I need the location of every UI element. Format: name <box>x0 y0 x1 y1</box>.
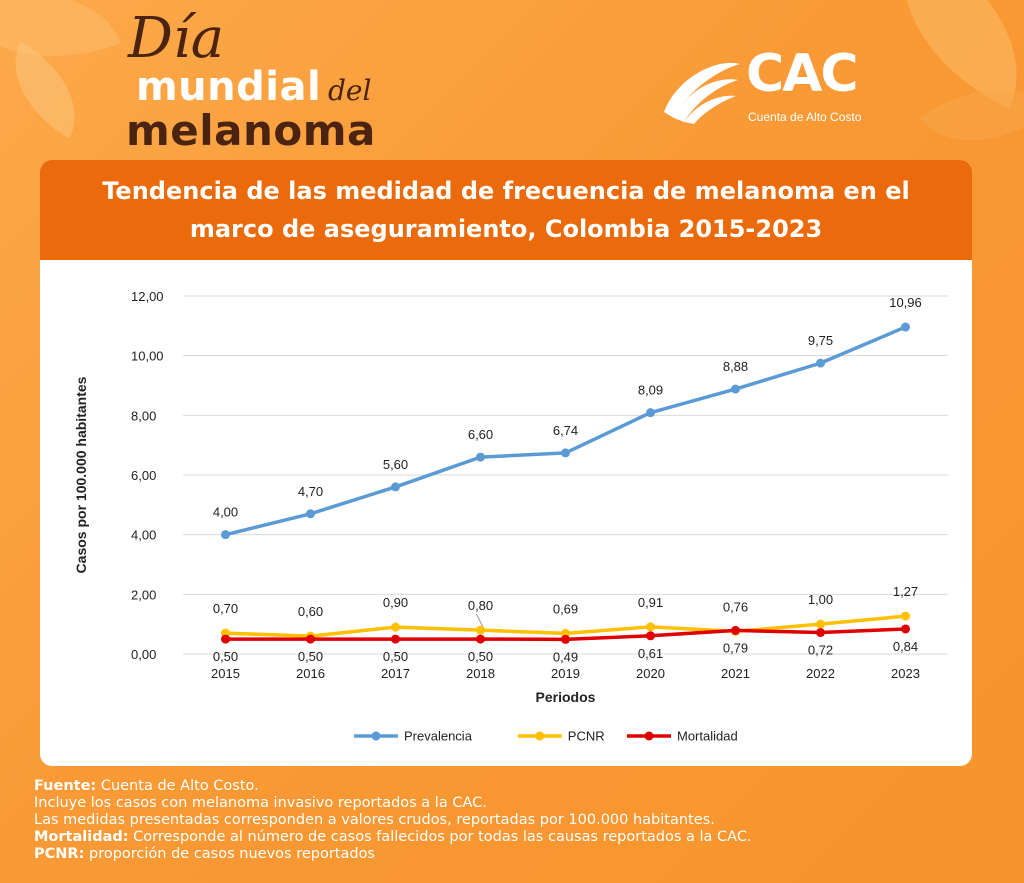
title-melanoma: melanoma <box>126 106 376 155</box>
data-label-pcnr: 0,76 <box>723 599 748 614</box>
data-label-prevalencia: 5,60 <box>383 457 408 472</box>
legend-label-mortalidad: Mortalidad <box>677 729 738 744</box>
data-point-mortalidad <box>391 634 400 644</box>
y-tick-label: 10,00 <box>131 349 164 364</box>
data-point-pcnr <box>901 611 910 621</box>
data-point-mortalidad <box>306 634 315 644</box>
data-point-prevalencia <box>561 448 570 458</box>
footer-line-3: Las medidas presentadas corresponden a v… <box>34 812 715 828</box>
legend-marker-pcnr <box>535 731 545 741</box>
chart-title: Tendencia de las medidad de frecuencia d… <box>102 177 910 243</box>
data-label-prevalencia: 6,60 <box>468 427 493 442</box>
y-axis-label: Casos por 100.000 habitantes <box>73 376 89 573</box>
legend-label-prevalencia: Prevalencia <box>404 729 473 744</box>
data-label-pcnr: 1,00 <box>808 592 833 607</box>
data-point-pcnr <box>476 625 485 635</box>
data-label-prevalencia: 10,96 <box>889 295 922 310</box>
line-chart: 0,00 2,00 4,00 6,00 8,00 10,00 12,00 2015 2016 20… <box>73 289 948 744</box>
x-tick-label: 2021 <box>721 666 750 681</box>
data-label-mortalidad: 0,50 <box>468 649 493 664</box>
x-tick-label: 2017 <box>381 666 410 681</box>
cac-logo-icon <box>664 62 740 124</box>
legend-marker-prevalencia <box>371 731 381 741</box>
y-tick-label: 4,00 <box>131 528 156 543</box>
data-label-mortalidad: 0,79 <box>723 640 748 655</box>
data-point-mortalidad <box>816 628 825 638</box>
footer-source-label: Fuente: <box>34 778 97 794</box>
footer-line-2: Incluye los casos con melanoma invasivo … <box>34 795 487 811</box>
footer-source-text: Cuenta de Alto Costo. <box>96 778 259 794</box>
x-axis-label: Periodos <box>536 689 596 705</box>
title-dia: Día <box>128 6 225 71</box>
data-point-mortalidad <box>221 634 230 644</box>
data-label-prevalencia: 9,75 <box>808 333 833 348</box>
data-label-prevalencia: 4,70 <box>298 484 323 499</box>
footer-mortalidad-label: Mortalidad: <box>34 829 129 845</box>
data-label-mortalidad: 0,49 <box>553 649 578 664</box>
data-label-mortalidad: 0,61 <box>638 646 663 661</box>
y-tick-label: 2,00 <box>131 587 156 602</box>
footer-pcnr-label: PCNR: <box>34 846 85 862</box>
data-point-prevalencia <box>476 452 485 462</box>
data-label-pcnr: 0,69 <box>553 601 578 616</box>
data-label-prevalencia: 8,88 <box>723 359 748 374</box>
x-tick-label: 2023 <box>891 666 920 681</box>
x-tick-label: 2015 <box>211 666 240 681</box>
footer-mortalidad-text: Corresponde al número de casos fallecido… <box>128 829 752 845</box>
data-point-pcnr <box>646 622 655 632</box>
x-tick-label: 2019 <box>551 666 580 681</box>
data-point-prevalencia <box>901 322 910 332</box>
data-label-pcnr: 0,90 <box>383 595 408 610</box>
leader-line <box>476 613 483 627</box>
data-label-mortalidad: 0,84 <box>893 639 918 654</box>
footer-notes: Fuente: Cuenta de Alto Costo. Incluye lo… <box>34 778 752 863</box>
data-label-prevalencia: 8,09 <box>638 383 663 398</box>
data-point-mortalidad <box>646 631 655 641</box>
data-point-prevalencia <box>731 384 740 394</box>
data-point-prevalencia <box>816 358 825 368</box>
data-label-prevalencia: 6,74 <box>553 423 578 438</box>
data-point-prevalencia <box>306 509 315 519</box>
x-tick-label: 2020 <box>636 666 665 681</box>
legend-label-pcnr: PCNR <box>568 729 605 744</box>
data-label-pcnr: 1,27 <box>893 584 918 599</box>
y-tick-label: 8,00 <box>131 408 156 423</box>
title-mundial: mundial <box>136 64 322 110</box>
footer-source: Fuente: Cuenta de Alto Costo. <box>34 778 752 795</box>
y-tick-label: 12,00 <box>131 289 164 304</box>
x-tick-label: 2016 <box>296 666 325 681</box>
data-label-prevalencia: 4,00 <box>213 505 238 520</box>
data-point-prevalencia <box>221 530 230 540</box>
data-point-pcnr <box>391 622 400 632</box>
chart-card: Tendencia de las medidad de frecuencia d… <box>40 160 972 766</box>
x-tick-label: 2018 <box>466 666 495 681</box>
data-point-mortalidad <box>476 634 485 644</box>
data-point-pcnr <box>816 619 825 629</box>
footer-pcnr: PCNR: proporción de casos nuevos reporta… <box>34 846 752 863</box>
footer-pcnr-text: proporción de casos nuevos reportados <box>84 846 375 862</box>
data-point-mortalidad <box>561 634 570 644</box>
data-label-pcnr: 0,60 <box>298 604 323 619</box>
data-label-pcnr: 0,70 <box>213 601 238 616</box>
y-tick-label: 6,00 <box>131 468 156 483</box>
title-del: del <box>328 74 372 107</box>
data-point-mortalidad <box>901 624 910 634</box>
logo-text: CAC <box>746 44 859 104</box>
legend-marker-mortalidad <box>644 731 654 741</box>
data-label-pcnr: 0,91 <box>638 595 663 610</box>
y-tick-label: 0,00 <box>131 647 156 662</box>
data-point-prevalencia <box>391 482 400 492</box>
data-point-prevalencia <box>646 408 655 418</box>
footer-mortalidad: Mortalidad: Corresponde al número de cas… <box>34 829 752 846</box>
data-point-mortalidad <box>731 625 740 635</box>
x-tick-label: 2022 <box>806 666 835 681</box>
data-label-mortalidad: 0,50 <box>213 649 238 664</box>
logo-subtitle: Cuenta de Alto Costo <box>748 110 862 124</box>
data-label-mortalidad: 0,50 <box>298 649 323 664</box>
data-label-mortalidad: 0,50 <box>383 649 408 664</box>
data-label-pcnr: 0,80 <box>468 598 493 613</box>
data-label-mortalidad: 0,72 <box>808 643 833 658</box>
card-header: Tendencia de las medidad de frecuencia d… <box>40 160 972 260</box>
